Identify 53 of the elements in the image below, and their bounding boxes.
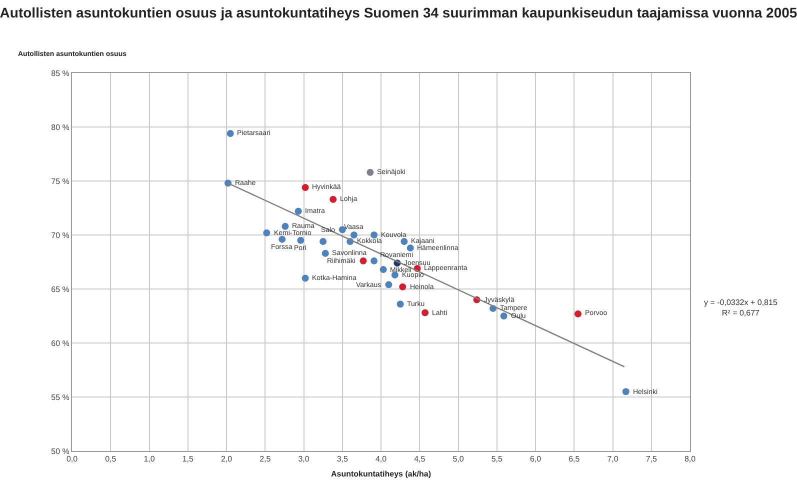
y-tick-label: 80 % — [51, 122, 70, 132]
point — [500, 312, 508, 320]
x-tick-label: 3,0 — [298, 454, 310, 464]
point — [422, 309, 429, 316]
y-tick-label: 65 % — [51, 284, 70, 294]
x-tick-label: 6,5 — [568, 454, 580, 464]
point — [297, 236, 304, 244]
point — [385, 281, 392, 288]
y-tick-label: 70 % — [51, 230, 70, 240]
x-tick-label: 6,0 — [530, 454, 542, 464]
point — [302, 274, 309, 282]
text: y = -0,0332x + 0,815 R² = 0,677 — [704, 298, 778, 318]
point — [400, 238, 408, 245]
point — [406, 244, 414, 252]
y-tick-label: 75 % — [51, 176, 70, 186]
chart-title: Autollisten asuntokuntien osuus ja asuntokuntatiheys Suomen 34 suurimman kaupunkiseudun taajamissa vuonna 2005 — [0, 4, 797, 20]
x-tick-label: 0,0 — [66, 454, 78, 464]
x-tick-label: 3,5 — [336, 454, 348, 464]
point — [360, 257, 367, 264]
x-axis-title: Asuntokuntatiheys (ak/ha) — [330, 470, 432, 479]
x-tick-label: 8,0 — [684, 454, 696, 464]
point — [278, 236, 286, 243]
point — [396, 300, 404, 308]
x-tick-label: 2,5 — [260, 454, 272, 464]
x-tick-label: 5,0 — [452, 454, 464, 464]
point — [294, 208, 302, 215]
point — [282, 222, 289, 230]
point — [263, 229, 270, 236]
y-tick-label: 85 % — [51, 68, 70, 78]
point — [330, 196, 337, 203]
y-tick-label: 50 % — [51, 446, 70, 456]
point — [380, 266, 387, 274]
point — [350, 232, 358, 238]
x-tick-label: 7,5 — [646, 454, 658, 464]
y-tick-label: 60 % — [51, 338, 70, 348]
x-tick-label: 1,0 — [144, 454, 156, 464]
point — [226, 130, 234, 137]
x-tick-label: 4,0 — [375, 454, 388, 464]
x-tick-label: 0,5 — [105, 454, 117, 464]
x-tick-label: 5,5 — [491, 454, 503, 464]
x-tick-label: 4,5 — [414, 454, 426, 464]
point — [322, 250, 329, 257]
x-tick-label: 1,5 — [182, 454, 194, 464]
point — [622, 388, 630, 396]
point — [320, 238, 327, 245]
x-tick-label: 2,0 — [220, 454, 233, 464]
y-tick-label: 55 % — [51, 392, 70, 402]
point — [370, 257, 378, 264]
x-tick-label: 7,0 — [607, 454, 619, 464]
point — [399, 283, 406, 290]
point — [302, 184, 309, 191]
point — [574, 310, 582, 318]
point — [366, 168, 374, 176]
